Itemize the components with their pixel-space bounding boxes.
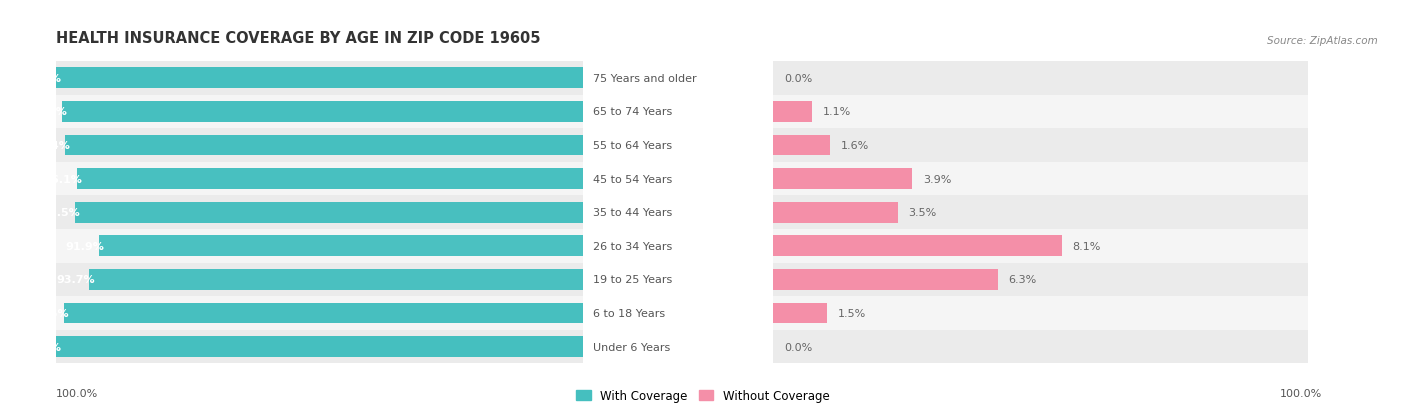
Bar <box>65 135 583 156</box>
Bar <box>98 236 583 256</box>
Bar <box>773 263 1308 297</box>
Text: 1.5%: 1.5% <box>838 308 866 318</box>
Bar <box>56 162 583 196</box>
Bar <box>56 62 583 95</box>
Text: 26 to 34 Years: 26 to 34 Years <box>593 241 672 251</box>
Text: 100.0%: 100.0% <box>15 74 62 84</box>
Text: 0.0%: 0.0% <box>785 74 813 84</box>
Text: 100.0%: 100.0% <box>15 342 62 352</box>
Text: 6 to 18 Years: 6 to 18 Years <box>593 308 665 318</box>
Bar <box>773 330 1308 363</box>
Text: 0.0%: 0.0% <box>785 342 813 352</box>
Text: 96.1%: 96.1% <box>44 174 82 184</box>
Bar <box>90 269 583 290</box>
Bar <box>773 129 1308 162</box>
Bar <box>773 236 1062 256</box>
Text: 98.4%: 98.4% <box>31 141 70 151</box>
Bar <box>56 129 583 162</box>
Bar <box>773 135 831 156</box>
Text: 98.5%: 98.5% <box>31 308 69 318</box>
Text: HEALTH INSURANCE COVERAGE BY AGE IN ZIP CODE 19605: HEALTH INSURANCE COVERAGE BY AGE IN ZIP … <box>56 31 541 45</box>
Text: 65 to 74 Years: 65 to 74 Years <box>593 107 672 117</box>
Text: 91.9%: 91.9% <box>65 241 104 251</box>
Bar <box>773 102 813 123</box>
Bar <box>75 202 583 223</box>
Bar <box>56 95 583 129</box>
Bar <box>56 263 583 297</box>
Bar <box>773 169 912 190</box>
Bar <box>773 269 998 290</box>
Bar <box>56 196 583 230</box>
Bar <box>56 297 583 330</box>
Text: 96.5%: 96.5% <box>41 208 80 218</box>
Text: 1.6%: 1.6% <box>841 141 869 151</box>
Text: Under 6 Years: Under 6 Years <box>593 342 671 352</box>
Text: 3.5%: 3.5% <box>908 208 936 218</box>
Bar <box>773 62 1308 95</box>
Bar <box>773 303 827 323</box>
Bar <box>56 230 583 263</box>
Text: 19 to 25 Years: 19 to 25 Years <box>593 275 672 285</box>
Text: 75 Years and older: 75 Years and older <box>593 74 696 84</box>
Bar <box>56 336 583 357</box>
Text: 3.9%: 3.9% <box>922 174 952 184</box>
Legend: With Coverage, Without Coverage: With Coverage, Without Coverage <box>572 385 834 407</box>
Bar <box>65 303 583 323</box>
Bar <box>773 230 1308 263</box>
Text: 1.1%: 1.1% <box>823 107 852 117</box>
Bar <box>56 68 583 89</box>
Bar <box>773 297 1308 330</box>
Bar <box>773 95 1308 129</box>
Text: 98.9%: 98.9% <box>28 107 67 117</box>
Bar <box>773 196 1308 230</box>
Text: 55 to 64 Years: 55 to 64 Years <box>593 141 672 151</box>
Bar <box>773 162 1308 196</box>
Text: 93.7%: 93.7% <box>56 275 94 285</box>
Text: 100.0%: 100.0% <box>1279 388 1322 398</box>
Text: 35 to 44 Years: 35 to 44 Years <box>593 208 672 218</box>
Bar <box>62 102 583 123</box>
Bar <box>773 202 898 223</box>
Bar <box>56 330 583 363</box>
Text: 6.3%: 6.3% <box>1008 275 1036 285</box>
Text: 100.0%: 100.0% <box>56 388 98 398</box>
Bar <box>77 169 583 190</box>
Text: 8.1%: 8.1% <box>1073 241 1101 251</box>
Text: Source: ZipAtlas.com: Source: ZipAtlas.com <box>1267 36 1378 45</box>
Text: 45 to 54 Years: 45 to 54 Years <box>593 174 672 184</box>
